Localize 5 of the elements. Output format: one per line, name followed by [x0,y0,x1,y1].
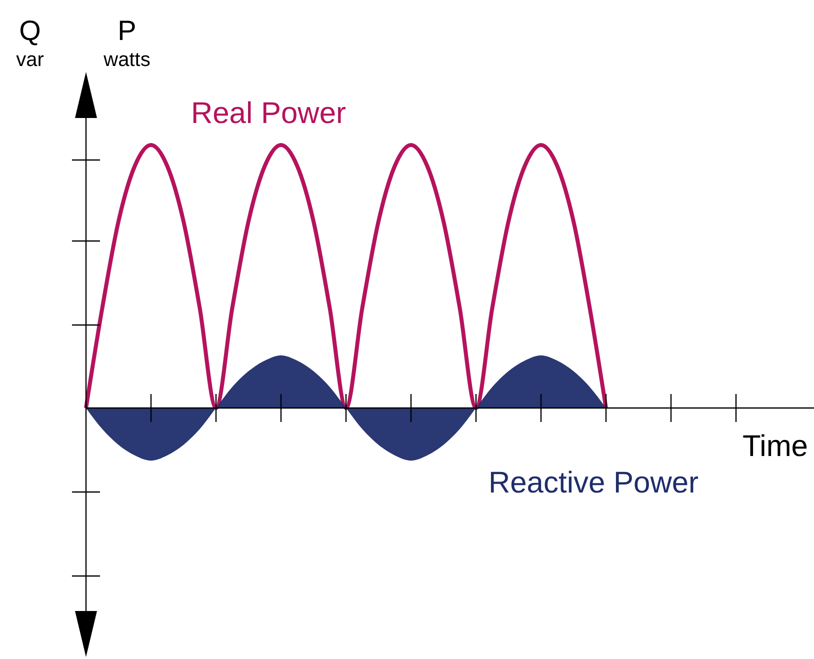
x-axis-title: Time [742,430,808,463]
y-axis-title: P watts [102,15,150,71]
text: Q var [16,15,44,71]
series-label: Real Power [190,97,346,130]
series-label: Reactive Power [488,466,699,500]
